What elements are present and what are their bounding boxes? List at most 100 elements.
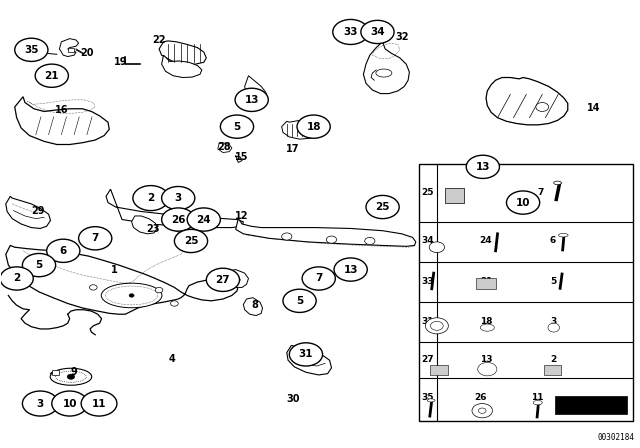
Circle shape — [129, 294, 134, 297]
Text: 00302184: 00302184 — [597, 433, 634, 442]
Circle shape — [67, 374, 75, 379]
Circle shape — [467, 155, 499, 178]
Text: 3: 3 — [550, 317, 556, 326]
Circle shape — [429, 242, 445, 253]
Circle shape — [0, 267, 33, 290]
Polygon shape — [244, 76, 268, 104]
Polygon shape — [170, 220, 187, 232]
Text: 21: 21 — [45, 71, 59, 81]
Circle shape — [297, 115, 330, 138]
Bar — [543, 365, 561, 375]
Circle shape — [133, 185, 169, 211]
Text: 5: 5 — [550, 277, 556, 286]
Ellipse shape — [56, 371, 86, 382]
Polygon shape — [486, 78, 568, 125]
Text: 6: 6 — [550, 237, 556, 246]
Text: 26: 26 — [475, 393, 487, 402]
Text: 35: 35 — [24, 45, 38, 55]
Circle shape — [536, 103, 548, 112]
Text: 16: 16 — [54, 105, 68, 115]
Circle shape — [187, 208, 220, 231]
Text: 18: 18 — [307, 122, 321, 132]
Polygon shape — [162, 55, 202, 78]
Text: 2: 2 — [550, 355, 556, 364]
Circle shape — [156, 288, 163, 293]
Text: 33: 33 — [344, 27, 358, 37]
Text: 7: 7 — [92, 233, 99, 243]
Circle shape — [426, 318, 449, 334]
Circle shape — [234, 278, 240, 282]
Polygon shape — [6, 246, 238, 314]
Ellipse shape — [533, 401, 542, 405]
Bar — [555, 396, 627, 414]
Text: 25: 25 — [184, 236, 198, 246]
Text: 19: 19 — [114, 57, 127, 67]
Circle shape — [431, 321, 444, 330]
Polygon shape — [218, 143, 232, 152]
Text: 13: 13 — [480, 355, 492, 364]
Bar — [445, 188, 464, 202]
Text: 4: 4 — [168, 354, 175, 364]
Text: 33: 33 — [421, 277, 433, 286]
Circle shape — [22, 254, 56, 277]
Polygon shape — [236, 219, 416, 246]
Circle shape — [22, 391, 58, 416]
Bar — [419, 164, 633, 421]
Polygon shape — [159, 41, 206, 64]
Text: 27: 27 — [216, 275, 230, 285]
Polygon shape — [60, 39, 79, 56]
Text: 7: 7 — [315, 273, 323, 284]
Circle shape — [35, 64, 68, 87]
Text: 31: 31 — [299, 349, 313, 359]
Circle shape — [174, 229, 207, 253]
Circle shape — [361, 20, 394, 43]
Ellipse shape — [480, 324, 494, 331]
Text: 11: 11 — [92, 399, 106, 409]
Polygon shape — [15, 97, 109, 145]
Text: 27: 27 — [421, 355, 433, 364]
Circle shape — [171, 301, 178, 306]
Text: 9: 9 — [71, 367, 77, 377]
Circle shape — [477, 362, 497, 376]
Text: 25: 25 — [421, 188, 433, 197]
Circle shape — [79, 227, 112, 250]
Text: 13: 13 — [476, 162, 490, 172]
Text: 25: 25 — [375, 202, 390, 212]
Circle shape — [220, 115, 253, 138]
Text: 32: 32 — [395, 32, 408, 42]
Circle shape — [282, 233, 292, 240]
Text: 34: 34 — [421, 237, 433, 246]
Circle shape — [206, 268, 239, 292]
Circle shape — [283, 289, 316, 312]
Text: 14: 14 — [587, 103, 600, 113]
Text: 30: 30 — [287, 394, 300, 404]
Circle shape — [478, 408, 486, 414]
Text: 23: 23 — [146, 224, 159, 234]
Ellipse shape — [554, 181, 561, 185]
Circle shape — [365, 237, 375, 245]
Ellipse shape — [50, 368, 92, 385]
Circle shape — [506, 191, 540, 214]
Text: 12: 12 — [236, 211, 249, 221]
Text: 1: 1 — [111, 265, 118, 275]
Ellipse shape — [515, 197, 533, 205]
Bar — [430, 365, 448, 375]
Circle shape — [289, 343, 323, 366]
Circle shape — [366, 195, 399, 219]
Text: 10: 10 — [63, 399, 77, 409]
Circle shape — [333, 19, 369, 44]
Circle shape — [162, 186, 195, 210]
Ellipse shape — [559, 233, 568, 237]
Circle shape — [52, 391, 88, 416]
Text: 11: 11 — [531, 393, 543, 402]
Ellipse shape — [428, 399, 435, 402]
Text: 34: 34 — [370, 27, 385, 37]
Text: 35: 35 — [421, 393, 433, 402]
Polygon shape — [132, 216, 157, 234]
Polygon shape — [364, 42, 410, 94]
Ellipse shape — [101, 283, 162, 308]
Circle shape — [235, 88, 268, 112]
Ellipse shape — [376, 69, 392, 77]
Text: 2: 2 — [147, 193, 154, 203]
Text: 26: 26 — [171, 215, 186, 224]
